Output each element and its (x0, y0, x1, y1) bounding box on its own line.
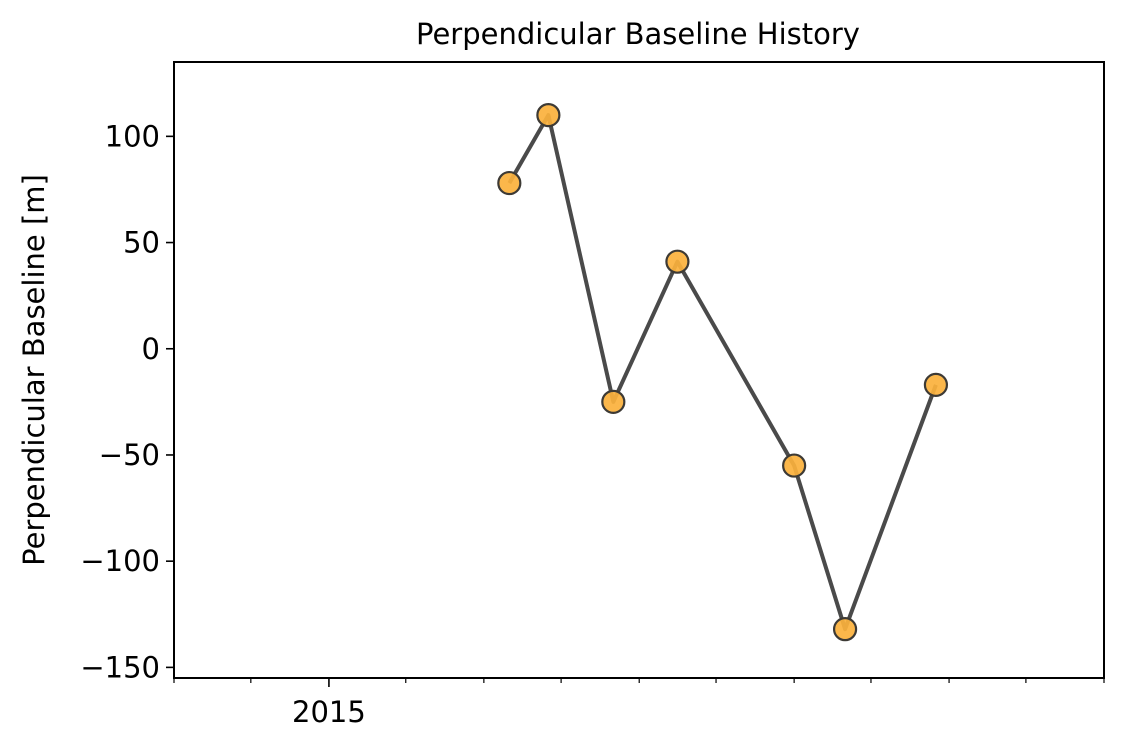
data-point (923, 372, 949, 397)
axis-ticks: 100 50 0 −50 −100 −150 2015 (80, 119, 1105, 729)
y-tick-label: −100 (80, 544, 160, 578)
data-point (497, 170, 522, 196)
y-tick-label: 50 (123, 226, 160, 260)
data-point (536, 103, 561, 128)
series-line (507, 113, 938, 632)
data-point (665, 249, 690, 274)
chart-title: Perpendicular Baseline History (416, 17, 860, 51)
data-point (601, 389, 626, 414)
axes-frame (173, 61, 1105, 679)
data-point (782, 453, 807, 478)
x-tick-label: 2015 (292, 695, 366, 729)
y-axis-label: Perpendicular Baseline [m] (17, 174, 51, 566)
y-tick-label: 0 (142, 332, 160, 366)
y-tick-label: −50 (99, 438, 160, 472)
y-tick-label: 100 (105, 119, 160, 153)
plot-area (497, 103, 949, 642)
y-tick-label: −150 (80, 650, 160, 684)
data-point (832, 617, 858, 642)
